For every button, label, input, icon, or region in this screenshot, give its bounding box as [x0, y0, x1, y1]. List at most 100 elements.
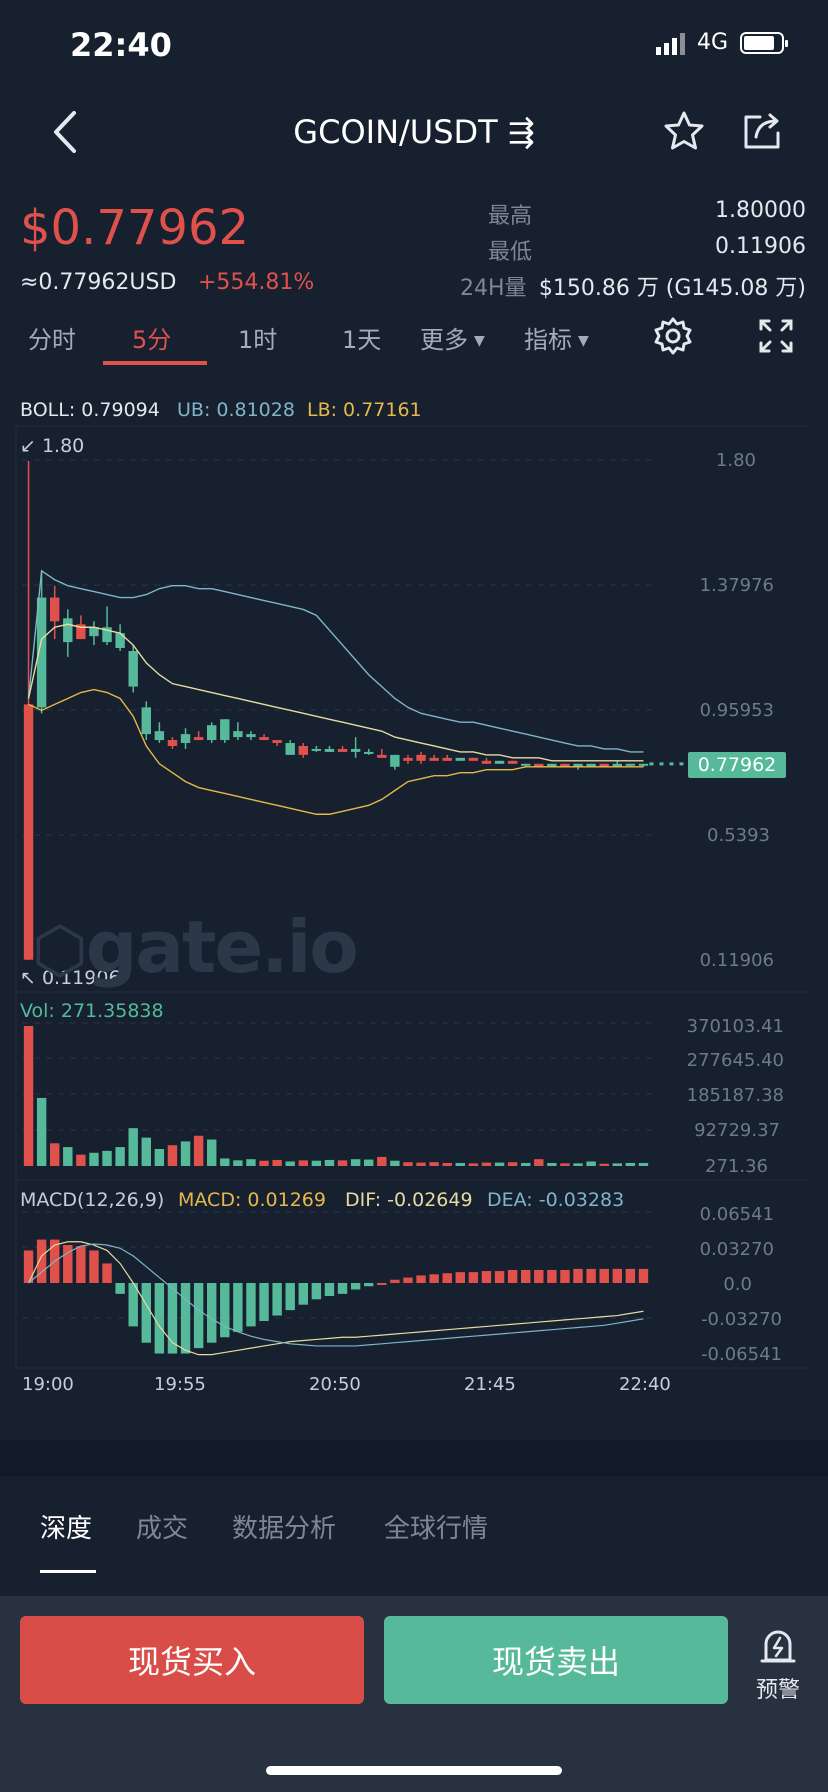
period-more[interactable]: 更多 ▼: [420, 320, 485, 355]
gate-watermark: ⬡gate.io: [32, 905, 359, 989]
macd-bar: [272, 1283, 282, 1316]
macd-axis-label: 0.0: [723, 1274, 752, 1295]
dea-value: DEA: -0.03283: [487, 1189, 625, 1211]
volume-bar: [455, 1162, 466, 1166]
back-icon[interactable]: [46, 107, 86, 157]
kline-chart[interactable]: [0, 0, 828, 1420]
tab-global-market[interactable]: 全球行情: [384, 1514, 489, 1544]
max-price-mark: 1.80: [41, 435, 85, 457]
volume-bar: [23, 1026, 34, 1166]
volume-bar: [560, 1163, 570, 1166]
tab-trades[interactable]: 成交: [136, 1514, 189, 1544]
macd-bar: [481, 1271, 492, 1283]
indicator-menu-label: 指标: [524, 326, 572, 354]
battery-icon: [740, 31, 788, 54]
period-1h[interactable]: 1时: [238, 326, 278, 354]
volume-bar: [206, 1139, 217, 1166]
caret-down-icon: ▼: [578, 333, 589, 349]
alarm-icon: [760, 1630, 796, 1663]
candle-body: [377, 754, 387, 758]
macd-bar: [442, 1273, 452, 1283]
candle-body: [115, 633, 125, 649]
share-icon[interactable]: [740, 109, 784, 153]
spot-sell-button[interactable]: 现货卖出: [384, 1616, 728, 1704]
tab-data-analysis[interactable]: 数据分析: [232, 1514, 337, 1544]
candle-body: [246, 734, 256, 738]
max-arrow-icon: ↙: [20, 435, 42, 457]
candle-body: [36, 597, 47, 708]
tab-depth[interactable]: 深度: [40, 1514, 93, 1544]
status-time: 22:40: [70, 26, 172, 64]
candle-body: [102, 627, 112, 643]
vol-axis-label: 92729.37: [694, 1120, 780, 1141]
candle-body: [507, 760, 518, 764]
volume-bar: [180, 1141, 191, 1166]
volume-bar: [128, 1128, 138, 1166]
vol-axis-label: 277645.40: [686, 1050, 784, 1071]
volume-bar: [193, 1135, 204, 1166]
volume-bar: [520, 1162, 531, 1166]
gate-logo-icon: ⬡: [32, 914, 88, 988]
volume-bar: [429, 1162, 439, 1166]
candle-body: [167, 740, 178, 746]
macd-bar: [246, 1283, 256, 1327]
candle-body: [599, 763, 609, 767]
candle-body: [612, 763, 623, 767]
gate-watermark-text: gate.io: [85, 905, 359, 989]
star-icon[interactable]: [662, 109, 706, 153]
volume-bar: [285, 1161, 295, 1166]
macd-bar: [298, 1283, 309, 1305]
price-alert-button[interactable]: 预警: [748, 1626, 808, 1704]
period-1d[interactable]: 1天: [342, 326, 382, 354]
macd-bar: [586, 1268, 596, 1283]
macd-bar: [285, 1283, 295, 1311]
macd-bar: [468, 1272, 479, 1283]
volume-bar: [141, 1137, 152, 1166]
fullscreen-icon[interactable]: [758, 318, 794, 354]
pair-title[interactable]: GCOIN/USDT ⇶: [293, 113, 535, 151]
boll-ub-line: [27, 569, 644, 753]
min-arrow-icon: ↖: [20, 967, 42, 989]
macd-bar: [560, 1269, 570, 1283]
candle-body: [573, 763, 583, 767]
candle-body: [481, 760, 492, 764]
active-tab-underline: [40, 1570, 96, 1573]
macd-bar: [403, 1277, 413, 1283]
macd-bar: [23, 1250, 34, 1283]
candle-body: [23, 704, 34, 960]
macd-bar: [311, 1283, 322, 1300]
period-fenshi[interactable]: 分时: [28, 326, 76, 354]
volume-bar: [625, 1162, 636, 1166]
macd-bar: [324, 1283, 335, 1297]
candle-body: [337, 748, 348, 752]
macd-bar: [638, 1268, 649, 1283]
high-value: 1.80000: [715, 198, 806, 223]
last-price: $0.77962: [20, 200, 250, 256]
volume-bar: [233, 1160, 243, 1166]
volume-bar: [337, 1160, 348, 1166]
period-5m[interactable]: 5分: [132, 326, 172, 354]
macd-bar: [63, 1245, 73, 1283]
volume-bar: [76, 1154, 86, 1166]
settings-gear-icon[interactable]: [653, 316, 693, 356]
volume-bar: [507, 1162, 518, 1166]
network-type: 4G: [696, 30, 728, 55]
indicator-menu[interactable]: 指标 ▼: [524, 320, 589, 355]
candle-body: [154, 731, 165, 741]
macd-bar: [377, 1283, 387, 1285]
volume-bar: [547, 1162, 557, 1166]
candle-body: [520, 763, 531, 766]
ub-value: UB: 0.81028: [177, 399, 295, 421]
candle-body: [141, 707, 152, 735]
macd-bar: [363, 1283, 374, 1287]
spot-buy-button[interactable]: 现货买入: [20, 1616, 364, 1704]
volume-bar: [612, 1163, 623, 1166]
volume-bar: [599, 1163, 609, 1166]
macd-bar: [520, 1269, 531, 1283]
candle-body: [416, 754, 426, 761]
candle-body: [49, 597, 60, 622]
volume-bar: [102, 1150, 112, 1166]
price-change: +554.81%: [198, 270, 315, 295]
macd-bar: [625, 1268, 636, 1283]
candle-body: [272, 740, 282, 744]
